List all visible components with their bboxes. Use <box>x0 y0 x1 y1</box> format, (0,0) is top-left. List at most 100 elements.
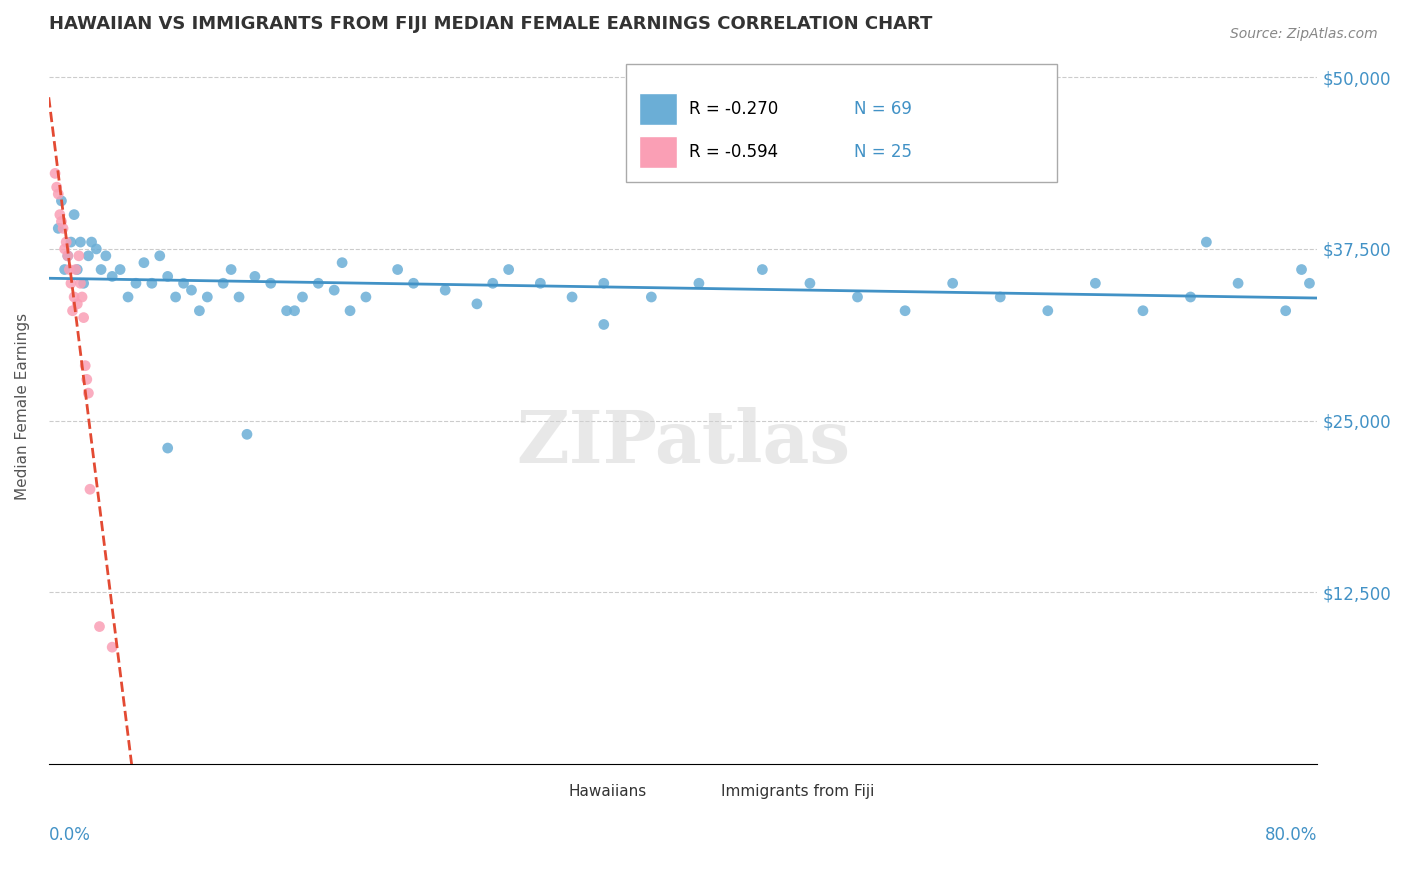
Point <box>276 303 298 318</box>
Point <box>72 310 94 325</box>
Text: HAWAIIAN VS IMMIGRANTS FROM FIJI MEDIAN FEMALE EARNINGS CORRELATION CHART: HAWAIIAN VS IMMIGRANTS FROM FIJI MEDIAN … <box>49 15 932 33</box>
Point <box>108 262 131 277</box>
Point <box>1036 303 1059 318</box>
Point <box>90 262 112 277</box>
Point <box>66 297 89 311</box>
Point <box>561 290 583 304</box>
Point <box>846 290 869 304</box>
Text: N = 69: N = 69 <box>855 100 912 118</box>
FancyBboxPatch shape <box>683 783 711 803</box>
Point <box>55 235 77 249</box>
Point <box>1180 290 1202 304</box>
Point <box>1298 277 1320 291</box>
Point <box>77 386 100 401</box>
Point <box>66 262 89 277</box>
Point <box>236 427 259 442</box>
Point <box>688 277 710 291</box>
Point <box>86 242 108 256</box>
Point <box>56 249 79 263</box>
Point <box>53 242 76 256</box>
Point <box>291 290 314 304</box>
Point <box>76 372 98 386</box>
Point <box>53 262 76 277</box>
Point <box>75 359 97 373</box>
Point <box>402 277 425 291</box>
Point <box>260 277 283 291</box>
Point <box>89 619 111 633</box>
Point <box>592 277 614 291</box>
Point <box>1195 235 1218 249</box>
Point <box>283 303 305 318</box>
Point <box>894 303 917 318</box>
Point <box>498 262 520 277</box>
Point <box>51 214 73 228</box>
Point <box>219 262 242 277</box>
Text: 80.0%: 80.0% <box>1265 826 1317 844</box>
Point <box>529 277 551 291</box>
Point <box>156 269 179 284</box>
Point <box>125 277 148 291</box>
Point <box>942 277 965 291</box>
Point <box>228 290 250 304</box>
Point <box>799 277 821 291</box>
FancyBboxPatch shape <box>638 93 676 125</box>
Y-axis label: Median Female Earnings: Median Female Earnings <box>15 313 30 500</box>
Point <box>70 290 93 304</box>
Point <box>94 249 117 263</box>
Point <box>330 255 353 269</box>
Point <box>51 194 73 208</box>
Point <box>1084 277 1107 291</box>
Point <box>465 297 488 311</box>
Point <box>339 303 361 318</box>
Point <box>65 262 87 277</box>
Point <box>101 269 124 284</box>
Point <box>69 277 91 291</box>
Point <box>1132 303 1154 318</box>
Point <box>49 208 72 222</box>
Point <box>592 318 614 332</box>
Point <box>67 249 90 263</box>
Text: 0.0%: 0.0% <box>49 826 90 844</box>
Point <box>63 290 86 304</box>
Point <box>52 221 75 235</box>
Point <box>434 283 457 297</box>
Text: Immigrants from Fiji: Immigrants from Fiji <box>721 783 875 798</box>
Point <box>101 640 124 655</box>
Point <box>117 290 139 304</box>
Point <box>80 235 103 249</box>
Point <box>243 269 266 284</box>
Point <box>354 290 377 304</box>
Point <box>44 166 66 180</box>
Point <box>156 441 179 455</box>
Point <box>62 303 84 318</box>
Point <box>751 262 773 277</box>
Point <box>45 180 67 194</box>
Point <box>59 277 82 291</box>
Point <box>59 235 82 249</box>
Point <box>180 283 202 297</box>
Text: R = -0.270: R = -0.270 <box>689 100 779 118</box>
Point <box>195 290 218 304</box>
Point <box>141 277 163 291</box>
Point <box>77 249 100 263</box>
Point <box>72 277 94 291</box>
Point <box>212 277 235 291</box>
Point <box>79 482 101 496</box>
Point <box>63 208 86 222</box>
Point <box>56 249 79 263</box>
FancyBboxPatch shape <box>626 64 1057 182</box>
Point <box>1291 262 1313 277</box>
Point <box>46 221 69 235</box>
FancyBboxPatch shape <box>531 783 558 803</box>
Point <box>988 290 1011 304</box>
Point <box>387 262 409 277</box>
Point <box>69 235 91 249</box>
Point <box>323 283 346 297</box>
Point <box>173 277 195 291</box>
Point <box>58 262 80 277</box>
Text: Hawaiians: Hawaiians <box>569 783 647 798</box>
Point <box>481 277 503 291</box>
Text: N = 25: N = 25 <box>855 143 912 161</box>
Point <box>165 290 187 304</box>
Point <box>149 249 172 263</box>
